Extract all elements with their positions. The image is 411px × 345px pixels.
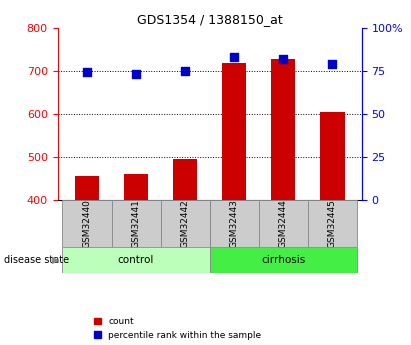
Text: GSM32440: GSM32440 xyxy=(83,199,92,248)
Text: GSM32445: GSM32445 xyxy=(328,199,337,248)
Bar xyxy=(320,112,344,200)
Text: control: control xyxy=(118,255,154,265)
Bar xyxy=(124,174,148,200)
Bar xyxy=(173,159,197,200)
Point xyxy=(280,56,286,61)
Bar xyxy=(222,63,247,200)
Bar xyxy=(62,247,210,273)
Point xyxy=(133,71,139,77)
Text: disease state: disease state xyxy=(4,255,69,265)
Point xyxy=(231,54,238,60)
Text: cirrhosis: cirrhosis xyxy=(261,255,305,265)
Bar xyxy=(111,200,161,247)
Title: GDS1354 / 1388150_at: GDS1354 / 1388150_at xyxy=(137,13,282,27)
Bar xyxy=(75,176,99,200)
Bar xyxy=(62,200,111,247)
Legend: count, percentile rank within the sample: count, percentile rank within the sample xyxy=(90,314,265,343)
Bar xyxy=(308,200,357,247)
Text: GSM32442: GSM32442 xyxy=(180,199,189,248)
Text: ▶: ▶ xyxy=(52,255,59,265)
Point xyxy=(329,61,335,67)
Text: GSM32441: GSM32441 xyxy=(132,199,141,248)
Bar xyxy=(161,200,210,247)
Bar xyxy=(210,247,357,273)
Point xyxy=(182,68,188,73)
Text: GSM32443: GSM32443 xyxy=(230,199,239,248)
Bar xyxy=(271,59,296,200)
Text: GSM32444: GSM32444 xyxy=(279,199,288,248)
Point xyxy=(84,70,90,75)
Bar xyxy=(259,200,308,247)
Bar xyxy=(210,200,259,247)
